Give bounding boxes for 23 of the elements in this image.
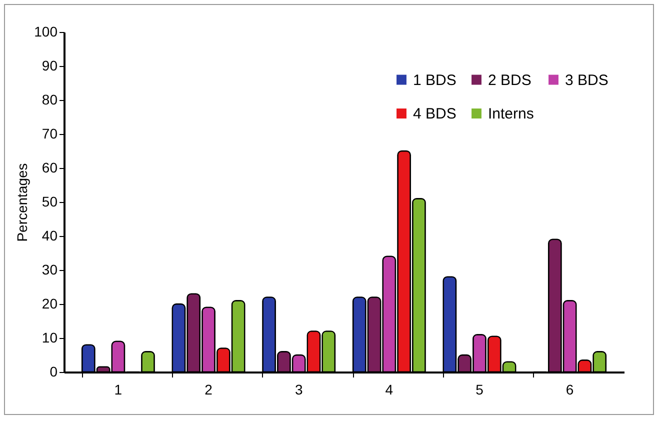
y-tick-label: 70 bbox=[42, 126, 58, 142]
y-tick-label: 40 bbox=[42, 228, 58, 244]
y-tick-label: 60 bbox=[42, 160, 58, 176]
y-tick-label: 30 bbox=[42, 262, 58, 278]
x-tick-label: 6 bbox=[566, 382, 574, 398]
y-tick-label: 90 bbox=[42, 58, 58, 74]
x-tick-label: 5 bbox=[476, 382, 484, 398]
legend-label: 3 BDS bbox=[565, 72, 608, 89]
x-tick-label: 4 bbox=[385, 382, 394, 398]
y-tick-label: 10 bbox=[42, 330, 58, 346]
x-tick-label: 2 bbox=[204, 382, 213, 398]
y-tick-label: 0 bbox=[50, 364, 58, 380]
y-tick-label: 20 bbox=[42, 296, 58, 312]
legend-label: Interns bbox=[488, 106, 534, 122]
x-tick-label: 1 bbox=[114, 382, 122, 398]
y-tick-label: 100 bbox=[34, 24, 58, 40]
legend-label: 2 BDS bbox=[488, 72, 532, 89]
y-tick-label: 80 bbox=[42, 92, 58, 108]
x-tick-label: 3 bbox=[294, 382, 303, 398]
legend-label: 4 BDS bbox=[413, 106, 456, 122]
y-axis-title: Percentages bbox=[14, 163, 30, 242]
y-tick-label: 50 bbox=[42, 194, 58, 210]
legend-label: 1 BDS bbox=[413, 72, 456, 89]
